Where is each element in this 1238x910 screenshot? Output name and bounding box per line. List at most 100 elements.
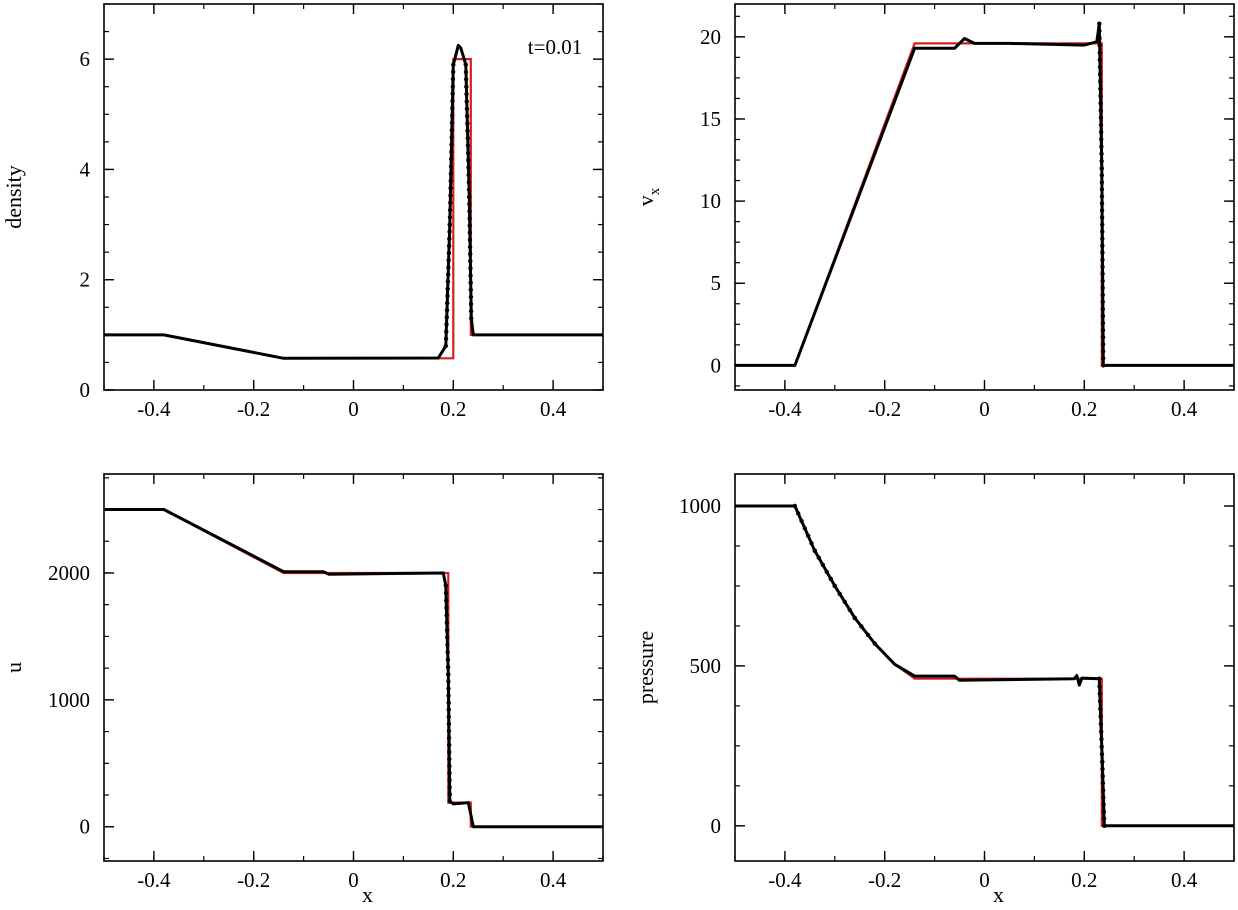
series-exact-line bbox=[104, 57, 603, 360]
y-tick-label: 6 bbox=[80, 47, 91, 71]
y-tick-label: 0 bbox=[711, 814, 722, 838]
y-tick-label: 1000 bbox=[679, 494, 721, 518]
x-tick-label: 0 bbox=[979, 868, 990, 892]
data-point bbox=[1100, 313, 1106, 319]
data-point bbox=[796, 511, 801, 516]
series-simulation-points bbox=[1097, 21, 1106, 368]
data-point bbox=[1099, 151, 1104, 157]
data-point bbox=[447, 778, 452, 783]
data-point bbox=[446, 258, 451, 263]
data-point bbox=[446, 250, 452, 256]
data-point bbox=[446, 735, 452, 741]
x-tick-label: -0.2 bbox=[237, 868, 270, 892]
data-point bbox=[447, 215, 453, 220]
data-point bbox=[847, 607, 852, 613]
data-point bbox=[1098, 79, 1103, 84]
data-point bbox=[464, 106, 470, 111]
data-point bbox=[447, 799, 453, 804]
x-tick-label: 0.2 bbox=[1071, 868, 1097, 892]
data-point bbox=[1099, 180, 1105, 185]
data-point bbox=[465, 121, 470, 126]
plot-frame bbox=[734, 3, 1235, 391]
x-tick-label: 0.4 bbox=[540, 868, 567, 892]
data-point bbox=[1100, 257, 1105, 262]
data-point bbox=[1100, 271, 1105, 277]
data-point bbox=[1097, 28, 1102, 34]
x-tick-label: 0.2 bbox=[1071, 397, 1097, 421]
panel-top-right: -0.4 -0.2 0 0.2 0.4 0 5 10 15 20 vx bbox=[633, 3, 1235, 421]
data-point bbox=[1097, 676, 1102, 681]
data-point bbox=[1099, 194, 1105, 199]
data-point bbox=[1098, 729, 1104, 734]
data-point bbox=[445, 664, 451, 670]
data-point bbox=[450, 84, 456, 89]
data-point bbox=[446, 686, 451, 691]
series-simulation-line bbox=[735, 504, 1234, 828]
data-point bbox=[446, 693, 451, 698]
data-point bbox=[463, 62, 468, 67]
plot-frame bbox=[734, 473, 1235, 862]
data-point bbox=[446, 707, 451, 712]
data-point bbox=[809, 541, 814, 546]
x-axis-label: x bbox=[993, 882, 1004, 907]
data-point bbox=[447, 749, 452, 755]
data-point bbox=[464, 99, 469, 104]
data-point bbox=[1099, 166, 1104, 171]
y-tick-label: 500 bbox=[690, 654, 722, 678]
data-point bbox=[832, 583, 837, 589]
data-point bbox=[468, 259, 473, 264]
x-tick-label: -0.2 bbox=[868, 868, 901, 892]
x-tick-label: 0.2 bbox=[440, 868, 466, 892]
data-point bbox=[1100, 780, 1106, 786]
data-point bbox=[444, 322, 449, 327]
data-point bbox=[467, 230, 473, 235]
data-point bbox=[1100, 320, 1106, 326]
data-point bbox=[448, 171, 454, 176]
data-point bbox=[467, 209, 472, 214]
data-point bbox=[448, 200, 453, 205]
data-point bbox=[1099, 201, 1105, 206]
data-point bbox=[445, 293, 450, 299]
minor-ticks bbox=[103, 3, 604, 391]
data-point bbox=[468, 280, 473, 285]
data-point bbox=[447, 207, 453, 213]
data-point bbox=[467, 223, 472, 228]
data-point bbox=[1097, 35, 1102, 41]
data-point bbox=[469, 316, 474, 321]
data-point bbox=[1100, 759, 1105, 765]
data-point bbox=[447, 763, 452, 769]
x-axis-label: x bbox=[362, 882, 373, 907]
x-tick-label: -0.4 bbox=[137, 397, 171, 421]
data-point bbox=[1098, 115, 1104, 120]
x-tick-label: 0 bbox=[348, 868, 359, 892]
y-tick-label: 15 bbox=[700, 107, 721, 131]
data-point bbox=[865, 632, 871, 638]
data-point bbox=[466, 172, 471, 178]
data-point bbox=[467, 244, 473, 250]
data-point bbox=[443, 590, 449, 596]
data-point bbox=[1097, 43, 1102, 48]
data-point bbox=[446, 265, 451, 270]
data-point bbox=[444, 620, 450, 625]
data-point bbox=[467, 201, 472, 207]
data-point bbox=[1100, 292, 1105, 298]
data-point bbox=[445, 635, 450, 640]
data-point bbox=[448, 193, 453, 198]
panel-top-left: -0.4 -0.2 0 0.2 0.4 0 2 4 6 density t=0.01 bbox=[1, 3, 604, 421]
data-point bbox=[448, 186, 453, 191]
data-point bbox=[812, 548, 818, 553]
data-point bbox=[446, 243, 452, 249]
data-point bbox=[468, 251, 473, 257]
data-point bbox=[852, 615, 857, 621]
data-point bbox=[1100, 229, 1105, 234]
data-point bbox=[1098, 721, 1104, 727]
data-point bbox=[1099, 173, 1105, 178]
data-point bbox=[1100, 264, 1105, 270]
data-point bbox=[468, 308, 474, 314]
data-point bbox=[465, 143, 471, 148]
data-point bbox=[468, 287, 473, 292]
data-point bbox=[468, 294, 474, 300]
data-point bbox=[445, 642, 450, 648]
data-point bbox=[1101, 795, 1106, 800]
data-point bbox=[447, 236, 452, 242]
